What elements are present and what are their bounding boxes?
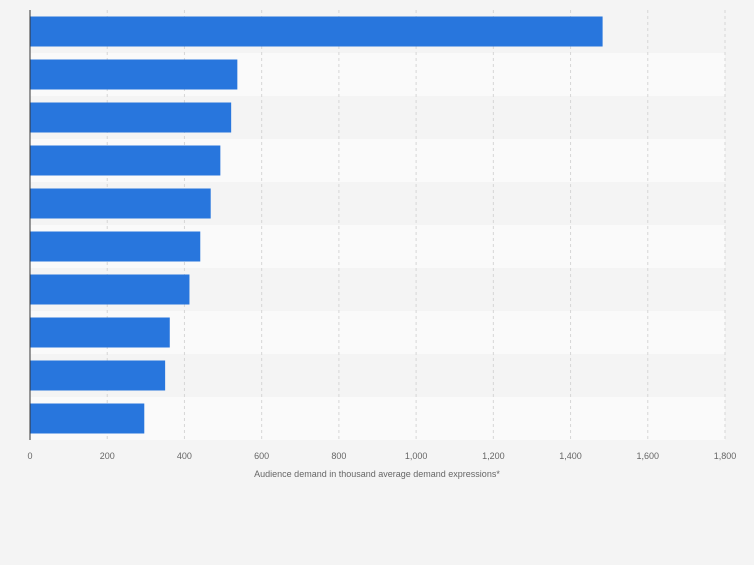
row-band bbox=[30, 397, 725, 440]
bar bbox=[30, 188, 211, 219]
x-tick-label: 1,000 bbox=[405, 451, 428, 461]
x-tick-label: 600 bbox=[254, 451, 269, 461]
bar bbox=[30, 145, 221, 176]
bar bbox=[30, 231, 201, 262]
x-tick-label: 0 bbox=[27, 451, 32, 461]
bar bbox=[30, 317, 170, 348]
x-tick-label: 800 bbox=[331, 451, 346, 461]
x-tick-label: 1,200 bbox=[482, 451, 505, 461]
x-axis-label: Audience demand in thousand average dema… bbox=[254, 469, 500, 479]
bar bbox=[30, 403, 145, 434]
bar bbox=[30, 360, 166, 391]
bar bbox=[30, 102, 232, 133]
x-tick-labels: 0 200 400 600 800 1,000 1,200 1,400 1,600 1,800 bbox=[27, 451, 736, 461]
bar bbox=[30, 274, 190, 305]
bars bbox=[30, 16, 603, 434]
x-tick-label: 1,600 bbox=[637, 451, 660, 461]
x-tick-label: 200 bbox=[100, 451, 115, 461]
x-tick-label: 1,800 bbox=[714, 451, 737, 461]
x-tick-label: 400 bbox=[177, 451, 192, 461]
bar bbox=[30, 59, 238, 90]
bar bbox=[30, 16, 603, 47]
x-tick-label: 1,400 bbox=[559, 451, 582, 461]
